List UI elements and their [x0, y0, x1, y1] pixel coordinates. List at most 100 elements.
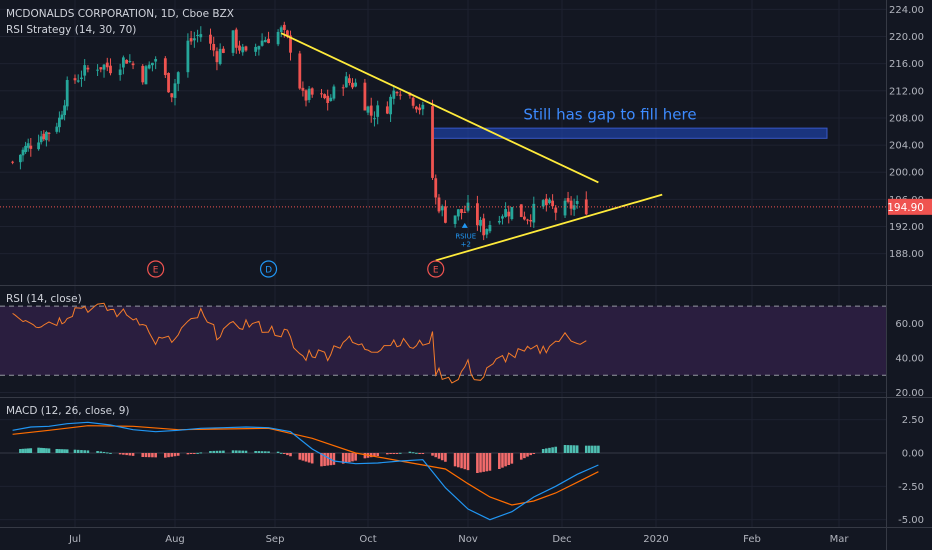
candle-body: [121, 57, 125, 68]
macd-histogram-bar: [591, 445, 594, 453]
candle-body: [497, 221, 501, 223]
candle-body: [526, 219, 529, 221]
candle-body: [298, 53, 302, 89]
candle-body: [541, 200, 545, 207]
signal-label: +2: [461, 240, 471, 248]
macd-histogram-bar: [125, 453, 128, 456]
macd-histogram-bar: [83, 450, 86, 453]
macd-histogram-bar: [545, 448, 548, 453]
macd-histogram-bar: [257, 451, 261, 453]
candle-body: [304, 90, 308, 101]
candle-body: [254, 46, 258, 52]
candle-body: [24, 145, 27, 153]
macd-histogram-bar: [26, 448, 30, 453]
macd-histogram-bar: [154, 453, 157, 458]
macd-histogram-bar: [167, 453, 170, 458]
candle-body: [392, 90, 396, 99]
macd-histogram-bar: [437, 453, 441, 459]
candle-body: [131, 63, 135, 66]
macd-histogram-bar: [460, 453, 463, 469]
candle-body: [376, 105, 380, 117]
rsi-line: [12, 302, 587, 384]
candle-body: [29, 145, 33, 149]
candle-body: [118, 69, 122, 76]
gap-annotation: Still has gap to fill here: [523, 105, 696, 123]
macd-histogram-bar: [131, 453, 135, 456]
candle-body: [572, 205, 576, 210]
macd-histogram-bar: [47, 448, 51, 453]
candle-body: [504, 209, 507, 217]
macd-histogram-bar: [551, 447, 554, 453]
macd-histogram-bar: [267, 451, 270, 453]
price-axis-label: 200.00: [889, 168, 924, 179]
candle-body: [510, 207, 514, 220]
time-axis-label: Feb: [743, 534, 761, 545]
macd-histogram-bar: [45, 448, 48, 453]
candle-body: [395, 91, 399, 94]
candle-body: [544, 198, 548, 206]
candle-body: [221, 48, 225, 53]
macd-histogram-bar: [529, 453, 532, 456]
candle-body: [241, 46, 245, 53]
candle-body: [563, 200, 567, 216]
candle-body: [26, 143, 30, 148]
candle-body: [47, 132, 51, 134]
macd-histogram-bar: [151, 453, 154, 458]
candle-body: [320, 93, 323, 95]
time-axis-label: 2020: [643, 534, 668, 545]
candle-body: [440, 206, 444, 211]
macd-histogram-bar: [376, 453, 379, 457]
candle-body: [267, 38, 270, 44]
macd-histogram-bar: [147, 453, 151, 458]
macd-histogram-bar: [431, 453, 434, 456]
candle-body: [192, 38, 196, 41]
macd-histogram-bar: [173, 453, 177, 457]
macd-histogram-bar: [457, 453, 460, 468]
macd-histogram-bar: [569, 445, 573, 453]
candle-body: [444, 206, 447, 223]
macd-histogram-bar: [392, 453, 396, 454]
macd-histogram-bar: [310, 453, 314, 464]
macd-histogram-bar: [286, 453, 289, 456]
macd-histogram-bar: [541, 449, 545, 453]
macd-histogram-bar: [222, 450, 225, 453]
candle-body: [45, 131, 48, 141]
candle-body: [234, 29, 238, 48]
macd-histogram-bar: [323, 453, 326, 466]
rsi-band: [0, 306, 886, 376]
candle-body: [411, 97, 415, 106]
strategy-label: RSI Strategy (14, 30, 70): [6, 24, 137, 36]
candle-body: [170, 93, 174, 98]
candle-body: [276, 31, 280, 45]
macd-histogram-bar: [332, 453, 336, 465]
candle-body: [301, 87, 305, 91]
candle-body: [385, 106, 389, 114]
candle-body: [437, 197, 441, 212]
candle-body: [332, 86, 336, 99]
macd-histogram-bar: [411, 452, 415, 454]
macd-histogram-bar: [523, 453, 526, 459]
price-axis-label: 188.00: [889, 249, 924, 260]
macd-histogram-bar: [238, 450, 241, 453]
rsi-label: RSI (14, close): [6, 293, 82, 305]
candle-body: [73, 78, 77, 81]
candle-body: [507, 211, 511, 217]
macd-histogram-bar: [279, 452, 283, 454]
candle-body: [86, 67, 90, 70]
candle-body: [329, 97, 333, 102]
macd-histogram-bar: [186, 453, 190, 455]
candle-body: [163, 58, 167, 76]
macd-pane: [0, 421, 886, 521]
macd-histogram-bar: [244, 450, 248, 453]
candle-body: [548, 199, 551, 204]
macd-histogram-bar: [37, 447, 40, 453]
candle-body: [37, 142, 40, 150]
time-axis-label: Jul: [68, 534, 81, 545]
macd-histogram-bar: [76, 449, 80, 453]
price-axis-label: 192.00: [889, 222, 924, 233]
candle-body: [151, 62, 154, 66]
event-marker: [259, 260, 278, 278]
macd-histogram-bar: [485, 453, 489, 472]
macd-histogram-bar: [141, 453, 145, 457]
